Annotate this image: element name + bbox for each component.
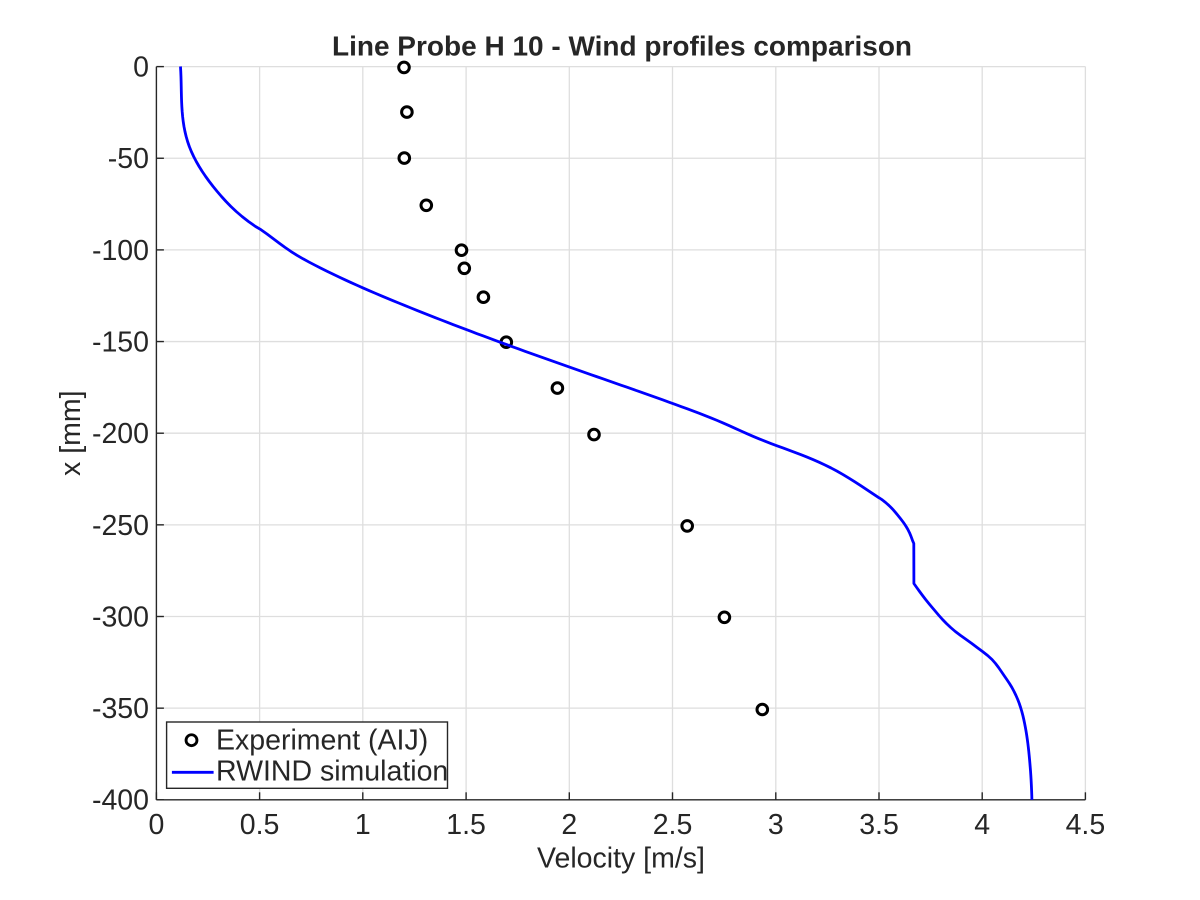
- svg-text:-150: -150: [92, 326, 149, 358]
- svg-text:x [mm]: x [mm]: [55, 390, 87, 476]
- svg-text:4.5: 4.5: [1066, 809, 1106, 841]
- svg-text:Line Probe H 10 - Wind profile: Line Probe H 10 - Wind profiles comparis…: [332, 30, 912, 61]
- svg-text:Velocity [m/s]: Velocity [m/s]: [537, 842, 705, 874]
- svg-text:4: 4: [974, 809, 990, 841]
- svg-text:-400: -400: [92, 785, 149, 817]
- svg-text:RWIND simulation: RWIND simulation: [216, 755, 448, 787]
- svg-text:-250: -250: [92, 510, 149, 542]
- svg-text:-100: -100: [92, 235, 149, 267]
- svg-text:1: 1: [355, 809, 371, 841]
- svg-text:-200: -200: [92, 418, 149, 450]
- svg-text:0: 0: [148, 809, 164, 841]
- svg-text:3: 3: [768, 809, 784, 841]
- svg-text:Experiment (AIJ): Experiment (AIJ): [216, 724, 428, 756]
- svg-text:-350: -350: [92, 693, 149, 725]
- svg-text:3.5: 3.5: [859, 809, 899, 841]
- svg-text:0.5: 0.5: [240, 809, 280, 841]
- svg-text:-50: -50: [108, 143, 149, 175]
- svg-text:2: 2: [561, 809, 577, 841]
- svg-text:-300: -300: [92, 601, 149, 633]
- svg-text:2.5: 2.5: [653, 809, 693, 841]
- svg-text:1.5: 1.5: [446, 809, 486, 841]
- svg-text:0: 0: [133, 52, 149, 84]
